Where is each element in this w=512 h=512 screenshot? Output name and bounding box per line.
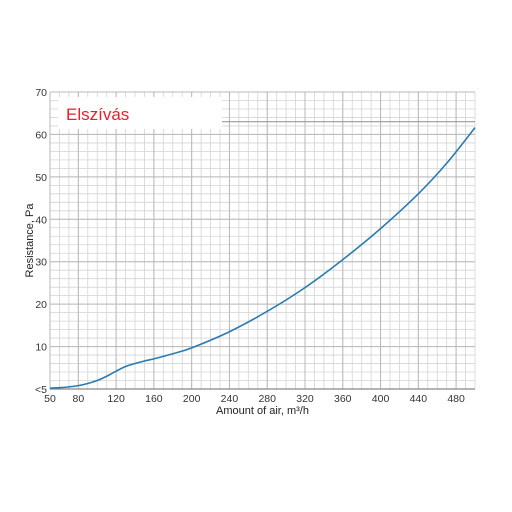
y-axis-label: Resistance, Pa [24,203,36,278]
x-tick-label: 480 [447,393,465,405]
x-tick-label: 80 [72,393,84,405]
x-tick-label: 320 [296,393,314,405]
title-background [58,97,222,129]
chart-title: Elszívás [66,105,129,124]
series-line [49,127,476,389]
x-tick-label: 400 [372,393,390,405]
y-tick-label: 70 [35,87,47,99]
y-tick-label: 20 [35,299,47,311]
y-tick-label: 30 [35,257,47,269]
x-tick-label: 280 [258,393,276,405]
x-tick-label: 240 [221,393,239,405]
y-tick-labels: <5 10 20 30 40 50 60 70 [35,87,47,396]
x-tick-labels: 50 80 120 160 200 240 280 320 360 400 440 480 [44,393,465,405]
y-tick-label: <5 [35,384,47,396]
y-tick-label: 50 [35,172,47,184]
x-tick-label: 200 [183,393,201,405]
x-tick-label: 120 [107,393,125,405]
title-box: Elszívás [58,97,222,129]
y-tick-label: 40 [35,214,47,226]
x-tick-label: 160 [145,393,163,405]
x-tick-label: 440 [410,393,428,405]
grid-major-lines [49,91,475,390]
y-tick-label: 60 [35,129,47,141]
y-tick-label: 10 [35,342,47,354]
x-tick-label: 50 [44,393,56,405]
grid-minor-lines [49,91,476,390]
x-tick-label: 360 [334,393,352,405]
x-axis-label: Amount of air, m³/h [216,405,309,417]
